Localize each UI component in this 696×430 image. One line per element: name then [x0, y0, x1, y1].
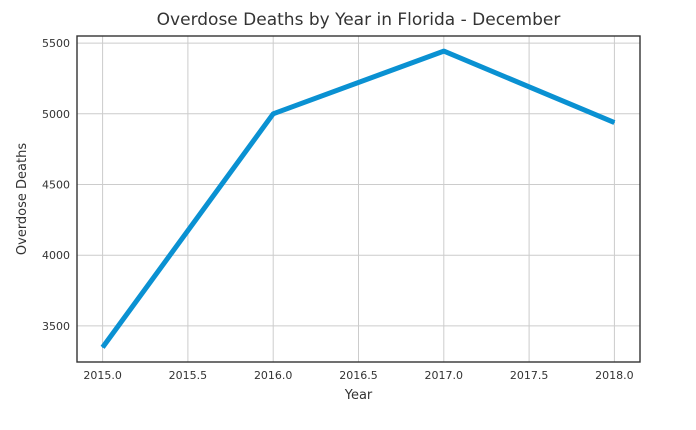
x-tick-label: 2016.0: [254, 369, 293, 382]
series-line: [100, 48, 616, 349]
data-point: [613, 122, 615, 124]
y-tick-label: 3500: [42, 320, 70, 333]
chart-title: Overdose Deaths by Year in Florida - Dec…: [157, 10, 561, 30]
x-tick-label: 2018.0: [595, 369, 634, 382]
data-point: [272, 113, 274, 115]
x-axis-title: Year: [344, 388, 373, 403]
y-tick-label: 4000: [42, 249, 70, 262]
x-tick-label: 2017.0: [425, 369, 464, 382]
tick-labels: 2015.0 2015.5 2016.0 2016.5 2017.0 2017.5 2018…: [42, 37, 634, 382]
y-tick-label: 5000: [42, 108, 70, 121]
series-lines: [100, 48, 616, 349]
x-tick-label: 2017.5: [510, 369, 549, 382]
plot-frame: [76, 35, 641, 363]
x-tick-label: 2015.5: [169, 369, 208, 382]
y-tick-label: 5500: [42, 37, 70, 50]
grid-lines: [77, 36, 640, 362]
y-tick-label: 4500: [42, 179, 70, 192]
x-tick-label: 2016.5: [339, 369, 378, 382]
data-point: [443, 50, 445, 52]
y-axis-title: Overdose Deaths: [15, 143, 30, 255]
data-point: [102, 346, 104, 348]
x-tick-label: 2015.0: [83, 369, 122, 382]
